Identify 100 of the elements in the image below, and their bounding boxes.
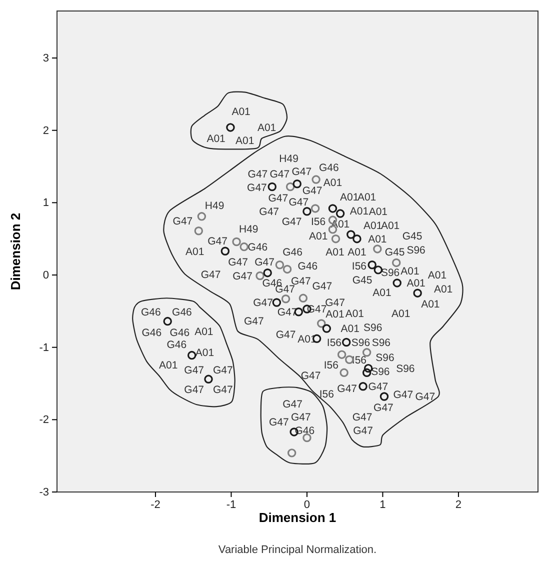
- y-tick-label: -3: [39, 486, 49, 499]
- annotation: A01: [348, 246, 366, 259]
- annotation: G47: [208, 236, 228, 248]
- point: [302, 206, 312, 216]
- annotation: G47: [353, 425, 374, 438]
- point: [286, 182, 295, 192]
- annotation: G47: [247, 182, 268, 194]
- annotation: G47: [312, 280, 332, 293]
- annotation: G47: [415, 391, 436, 404]
- annotation: S96: [396, 362, 415, 375]
- annotation: G47: [184, 364, 204, 376]
- annotation: I56: [352, 354, 367, 366]
- annotation: A01: [372, 287, 392, 300]
- point: [373, 244, 382, 254]
- annotation: G47: [200, 268, 221, 281]
- annotation: G47: [259, 206, 280, 218]
- point: [263, 268, 272, 278]
- point: [275, 260, 284, 270]
- annotation: A01: [392, 308, 410, 320]
- point: [312, 175, 320, 184]
- x-tick-label: 1: [380, 498, 386, 511]
- point: [346, 230, 356, 239]
- annotation: A01: [257, 122, 276, 134]
- annotation: A01: [323, 177, 342, 190]
- annotation: I56: [324, 359, 339, 372]
- x-axis-title: Dimension 1: [258, 510, 336, 525]
- annotation: G47: [302, 185, 322, 198]
- point: [282, 264, 292, 274]
- annotation: A01: [368, 206, 388, 218]
- point: [340, 368, 348, 378]
- annotation: G47: [288, 196, 309, 209]
- y-tick-label: 2: [42, 124, 49, 137]
- annotation: G47: [337, 383, 358, 396]
- annotation: G47: [244, 315, 264, 328]
- point: [256, 271, 264, 280]
- annotation: A01: [434, 283, 453, 296]
- point: [331, 234, 340, 244]
- annotation: I56: [311, 216, 326, 228]
- annotation: G47: [232, 270, 253, 282]
- annotation: A01: [345, 308, 364, 320]
- annotation: G47: [254, 256, 275, 269]
- point: [342, 338, 351, 347]
- annotation: S96: [364, 322, 382, 334]
- annotation: G46: [319, 162, 340, 174]
- x-tick-label: -1: [226, 498, 236, 511]
- point: [194, 226, 204, 236]
- point: [316, 319, 326, 328]
- point: [392, 258, 401, 268]
- text: Variable Principal Normalization.: [218, 544, 377, 556]
- annotation: A01: [340, 192, 359, 204]
- point: [358, 382, 368, 391]
- point: [163, 316, 172, 326]
- annotation: I56: [352, 260, 367, 272]
- annotation: G46: [170, 326, 190, 339]
- point: [336, 209, 345, 218]
- annotation: S96: [351, 336, 370, 349]
- annotation: G46: [141, 306, 162, 319]
- annotation: S96: [380, 266, 400, 279]
- y-axis-title: Dimension 2: [8, 212, 23, 290]
- annotation: G47: [269, 416, 290, 429]
- point: [298, 294, 308, 303]
- annotation: S96: [372, 336, 391, 349]
- annotation: G47: [276, 328, 296, 341]
- y-tick-label: 1: [42, 197, 49, 210]
- annotation: A01: [236, 135, 254, 148]
- annotation: G47: [270, 168, 290, 180]
- point: [292, 180, 302, 188]
- annotation: G47: [228, 256, 248, 269]
- annotation: G45: [384, 246, 405, 259]
- annotation: A01: [380, 220, 400, 232]
- point: [281, 294, 290, 304]
- annotation: A01: [326, 246, 344, 259]
- annotation: G47: [268, 192, 288, 204]
- annotation: A01: [186, 246, 204, 258]
- annotation: G47: [253, 297, 274, 310]
- x-tick-label: 0: [304, 498, 310, 511]
- point: [204, 374, 213, 384]
- annotation: S96: [406, 244, 426, 256]
- annotation: G47: [352, 411, 372, 424]
- annotation: S96: [376, 352, 394, 364]
- annotation: G46: [298, 260, 318, 272]
- y-tick-label: -1: [39, 342, 49, 354]
- annotation: G47: [212, 384, 233, 396]
- annotation: G46: [172, 306, 192, 319]
- annotation: G47: [282, 398, 303, 410]
- annotation: A01: [406, 278, 426, 290]
- point: [352, 234, 362, 244]
- annotation: G47: [212, 364, 233, 376]
- annotation: G46: [248, 241, 268, 254]
- annotation: A01: [400, 265, 420, 278]
- annotation: A01: [350, 205, 369, 218]
- annotation: A01: [195, 347, 214, 360]
- point: [392, 278, 402, 288]
- annotation: H49: [204, 200, 224, 212]
- x-tick-label: 2: [455, 498, 462, 511]
- annotation: G47: [282, 216, 302, 228]
- y-tick-label: 3: [42, 52, 49, 65]
- annotation: A01: [421, 298, 440, 311]
- y-tick-label: -2: [39, 414, 49, 426]
- annotation: A01: [428, 270, 447, 282]
